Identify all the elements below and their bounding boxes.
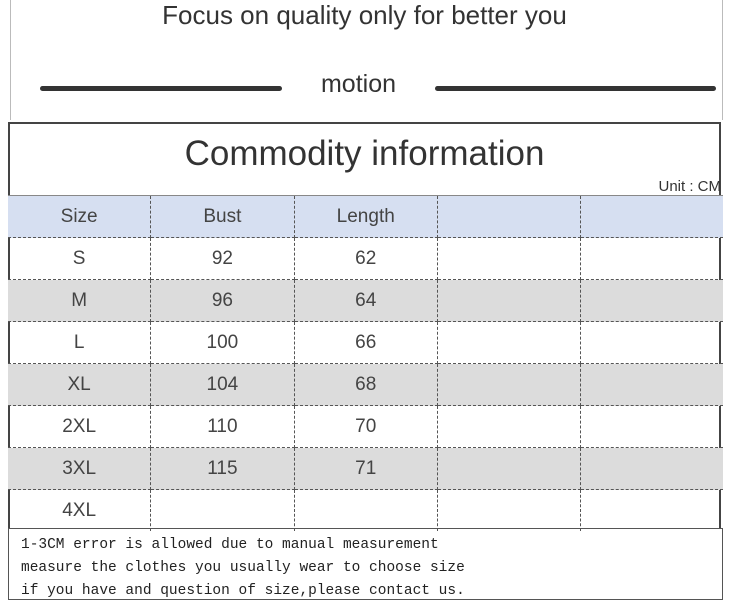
table-cell — [580, 363, 723, 406]
table-cell — [437, 237, 581, 280]
table-cell — [437, 321, 581, 364]
table-cell: 96 — [150, 279, 295, 322]
table-row: 4XL — [8, 489, 723, 532]
table-cell — [294, 489, 438, 531]
table-cell: XL — [8, 363, 152, 406]
table-cell: 110 — [150, 405, 295, 448]
table-cell: S — [8, 237, 152, 280]
table-cell — [437, 405, 581, 448]
divider-right — [435, 86, 716, 91]
table-cell: 2XL — [8, 405, 152, 448]
table-row: XL 104 68 — [8, 363, 723, 406]
table-cell: 100 — [150, 321, 295, 364]
table-cell: 92 — [150, 237, 295, 280]
table-cell — [580, 447, 723, 490]
table-cell — [580, 195, 723, 238]
table-cell — [437, 363, 581, 406]
table-cell: M — [8, 279, 152, 322]
table-row: 3XL 115 71 — [8, 447, 723, 490]
note-line: 1-3CM error is allowed due to manual mea… — [21, 537, 439, 553]
table-row: M 96 64 — [8, 279, 723, 322]
subtitle: motion — [320, 70, 397, 98]
table-cell: 64 — [294, 279, 438, 322]
table-cell — [580, 321, 723, 364]
table-row: L 100 66 — [8, 321, 723, 364]
table-cell — [580, 405, 723, 448]
divider-left — [40, 86, 282, 91]
table-cell — [580, 237, 723, 280]
table-cell — [437, 489, 581, 531]
page-title: Commodity information — [184, 134, 545, 173]
table-cell — [437, 447, 581, 490]
table-cell: 62 — [294, 237, 438, 280]
table-cell — [150, 489, 295, 531]
table-row: S 92 62 — [8, 237, 723, 280]
table-cell: Bust — [150, 195, 295, 238]
table-cell — [437, 195, 581, 238]
table-cell — [437, 279, 581, 322]
note-line: if you have and question of size,please … — [21, 583, 465, 599]
table-cell: 68 — [294, 363, 438, 406]
table-cell: L — [8, 321, 152, 364]
table-cell: 115 — [150, 447, 295, 490]
notes-box: 1-3CM error is allowed due to manual mea… — [8, 528, 723, 600]
table-cell: 66 — [294, 321, 438, 364]
table-cell: Size — [8, 195, 152, 238]
table-cell — [580, 490, 723, 532]
table-cell: 70 — [294, 405, 438, 448]
table-cell — [580, 279, 723, 322]
size-table: Size Bust Length S 92 62 M 96 64 L 100 66 XL 104 68 2XL… — [8, 195, 723, 531]
note-line: measure the clothes you usually wear to … — [21, 560, 465, 576]
table-row: 2XL 110 70 — [8, 405, 723, 448]
table-cell: 104 — [150, 363, 295, 406]
table-cell: 3XL — [8, 447, 152, 490]
table-cell: 4XL — [8, 489, 152, 531]
table-cell: 71 — [294, 447, 438, 490]
unit-label: Unit : CM — [658, 178, 721, 195]
table-header-row: Size Bust Length — [8, 195, 723, 238]
banner-box — [10, 0, 723, 120]
table-cell: Length — [294, 195, 438, 238]
slogan: Focus on quality only for better you — [162, 0, 567, 30]
